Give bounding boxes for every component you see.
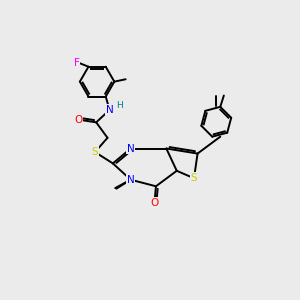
Text: O: O — [150, 198, 159, 208]
Text: N: N — [127, 143, 135, 154]
Text: O: O — [74, 115, 82, 125]
Text: F: F — [74, 58, 80, 68]
Text: N: N — [106, 105, 113, 115]
Text: S: S — [92, 147, 98, 157]
Text: N: N — [127, 175, 135, 185]
Text: S: S — [191, 173, 197, 183]
Text: H: H — [116, 100, 122, 109]
